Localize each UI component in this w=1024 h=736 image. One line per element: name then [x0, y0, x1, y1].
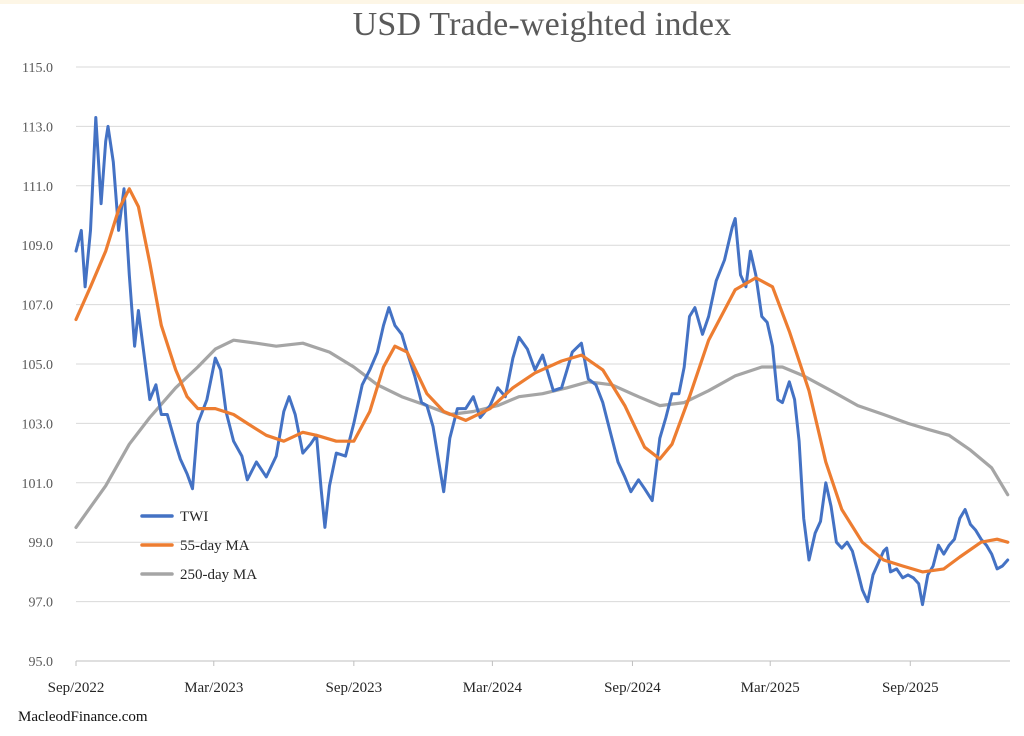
legend-label: 55-day MA [180, 538, 250, 554]
y-tick-label: 111.0 [23, 180, 53, 195]
y-tick-label: 97.0 [29, 596, 54, 611]
y-tick-label: 113.0 [22, 120, 53, 135]
series-line-250-day-ma [74, 338, 1010, 529]
legend-label: TWI [180, 509, 208, 525]
x-tick-label: Mar/2023 [184, 680, 243, 696]
x-tick-label: Sep/2022 [48, 680, 105, 696]
y-tick-label: 107.0 [22, 299, 54, 314]
legend-label: 250-day MA [180, 567, 257, 583]
series-line-55-day-ma [74, 187, 1010, 574]
chart-title: USD Trade-weighted index [352, 6, 732, 43]
x-tick-label: Sep/2024 [604, 680, 661, 696]
y-tick-label: 109.0 [22, 239, 54, 254]
series-line-twi [74, 116, 1010, 607]
y-tick-label: 105.0 [22, 358, 54, 373]
source-credit: MacleodFinance.com [18, 709, 148, 725]
y-tick-label: 103.0 [22, 417, 54, 432]
x-tick-label: Sep/2023 [326, 680, 383, 696]
x-tick-label: Mar/2025 [741, 680, 800, 696]
y-tick-label: 101.0 [22, 477, 54, 492]
y-tick-label: 99.0 [29, 536, 54, 551]
y-tick-label: 95.0 [29, 655, 54, 670]
x-tick-label: Sep/2025 [882, 680, 939, 696]
top-strip [0, 0, 1024, 4]
x-tick-label: Mar/2024 [463, 680, 523, 696]
y-tick-label: 115.0 [22, 61, 53, 76]
